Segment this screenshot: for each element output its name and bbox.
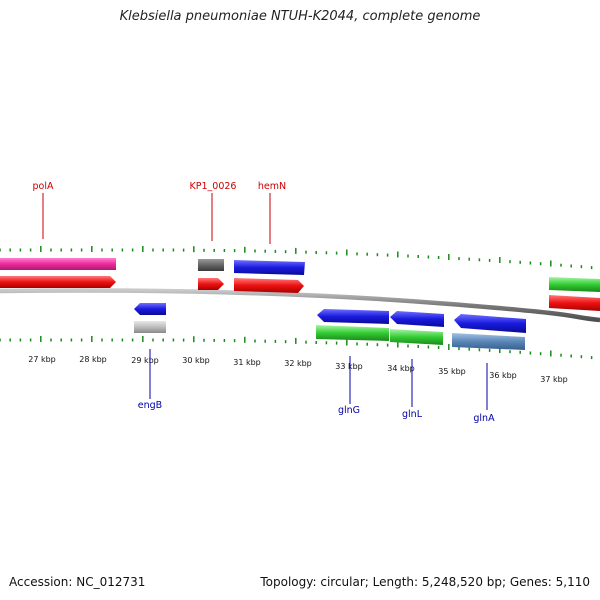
gene-hemN[interactable]	[234, 278, 304, 293]
gene-label-hemN[interactable]: hemN	[258, 181, 286, 192]
kbp-label: 35 kbp	[438, 367, 466, 376]
gene-KP1-0026[interactable]	[198, 278, 224, 290]
kbp-label: 28 kbp	[79, 355, 107, 364]
kbp-label: 34 kbp	[387, 364, 415, 373]
gene-glnG-cog[interactable]	[316, 325, 389, 341]
kbp-label: 37 kbp	[540, 375, 568, 384]
gene-label-polA[interactable]: polA	[33, 181, 54, 192]
gene-right-edge[interactable]	[549, 295, 600, 311]
kbp-label: 30 kbp	[182, 356, 210, 365]
gene-right-edge-cog[interactable]	[549, 277, 600, 292]
kbp-label: 29 kbp	[131, 356, 159, 365]
outer-track-genes	[0, 258, 600, 311]
gene-label-glnG[interactable]: glnG	[338, 405, 360, 416]
gene-label-glnL[interactable]: glnL	[402, 409, 423, 420]
gene-leader-lines	[42, 193, 488, 410]
kbp-label: 33 kbp	[335, 362, 363, 371]
gene-glnL-cog[interactable]	[390, 329, 443, 345]
genome-summary-text: Topology: circular; Length: 5,248,520 bp…	[260, 575, 590, 589]
gene-label-glnA[interactable]: glnA	[473, 413, 495, 424]
gene-engB-cog[interactable]	[134, 321, 166, 333]
gene-hemN-cog[interactable]	[234, 260, 305, 275]
tick-track-outer	[0, 246, 593, 270]
gene-glnA-cog[interactable]	[452, 333, 525, 350]
inner-track-genes	[134, 303, 526, 350]
gene-glnL[interactable]	[390, 311, 444, 327]
gene-KP1-0026-cog[interactable]	[198, 259, 224, 271]
tick-track-inner	[0, 336, 593, 360]
gene-polA[interactable]	[0, 276, 116, 288]
gene-engB[interactable]	[134, 303, 166, 315]
gene-glnG[interactable]	[317, 309, 389, 324]
kbp-label: 31 kbp	[233, 358, 261, 367]
gene-label-KP1-0026[interactable]: KP1_0026	[190, 181, 237, 192]
gene-label-engB[interactable]: engB	[138, 400, 162, 411]
kbp-label: 32 kbp	[284, 359, 312, 368]
kbp-label: 36 kbp	[489, 371, 517, 380]
kbp-scale: 27 kbp 28 kbp 29 kbp 30 kbp 31 kbp 32 kb…	[28, 355, 568, 384]
gene-polA-magenta[interactable]	[0, 258, 116, 270]
accession-text: Accession: NC_012731	[9, 575, 146, 589]
genome-title: Klebsiella pneumoniae NTUH-K2044, comple…	[119, 9, 481, 24]
gene-glnA[interactable]	[454, 314, 526, 333]
genome-backbone	[0, 288, 600, 323]
gene-labels: polA KP1_0026 hemN engB glnG glnL glnA	[33, 181, 496, 424]
kbp-label: 27 kbp	[28, 355, 56, 364]
